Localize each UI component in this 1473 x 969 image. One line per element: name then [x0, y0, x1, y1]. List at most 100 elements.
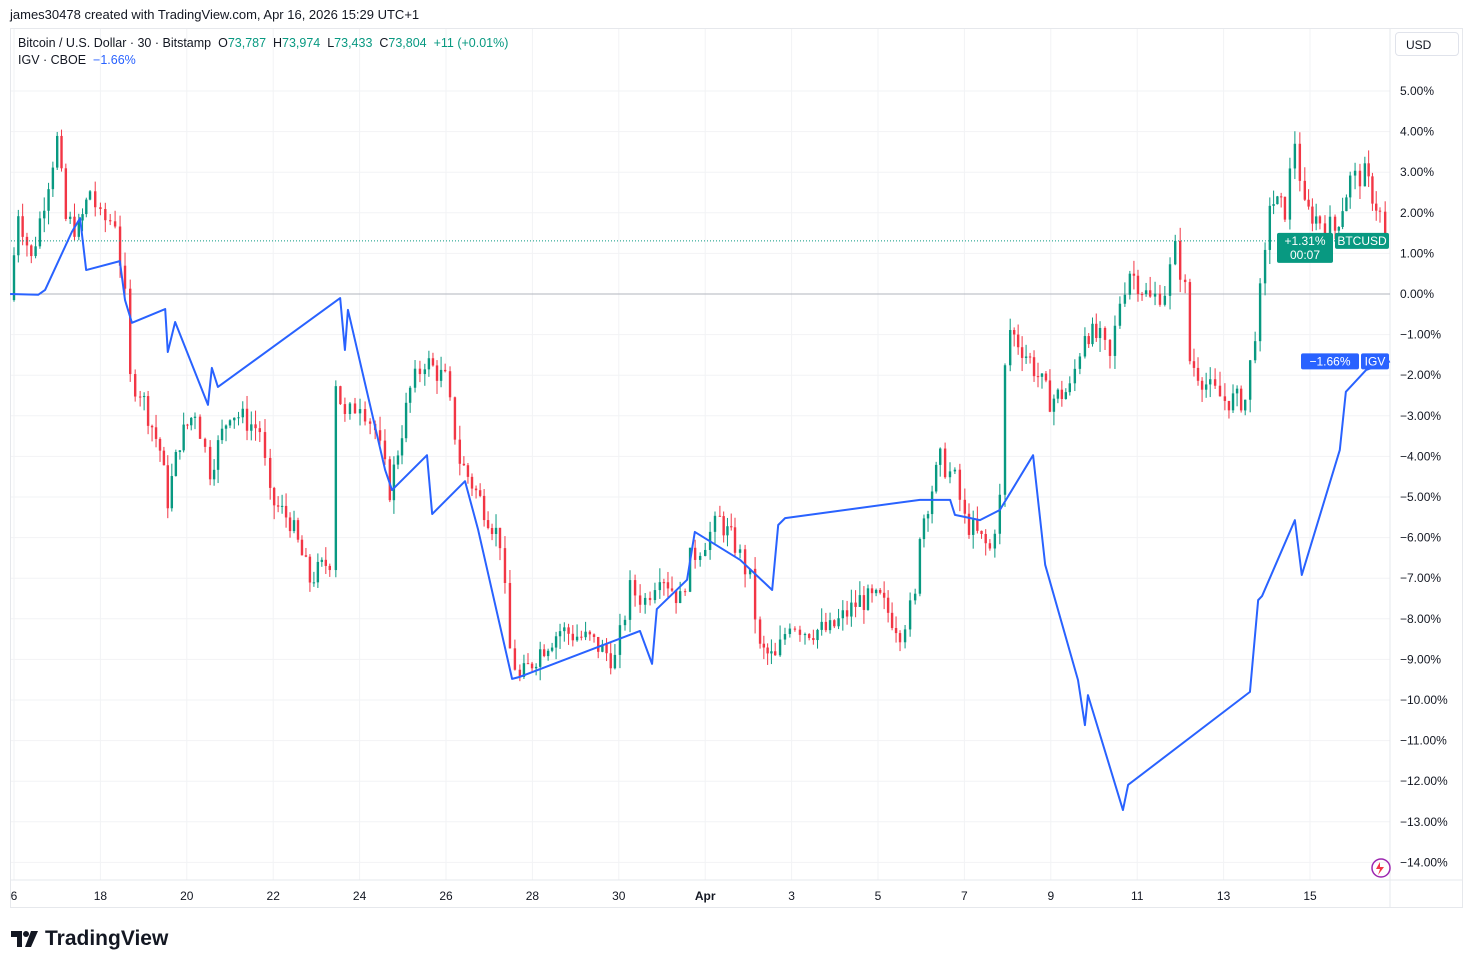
- btc-candle: [186, 424, 189, 426]
- btc-candle: [1132, 273, 1136, 276]
- btc-candle: [522, 663, 526, 677]
- x-tick-label: 15: [1303, 889, 1317, 903]
- btc-candle: [1328, 216, 1332, 236]
- btc-candle: [575, 636, 579, 641]
- btc-candle: [312, 582, 316, 584]
- btc-candle: [773, 651, 777, 656]
- btc-candle: [1307, 199, 1310, 207]
- btc-last-value-tag: 00:07: [1290, 248, 1320, 262]
- btc-candle: [503, 548, 507, 583]
- btc-candle: [1012, 330, 1016, 335]
- btc-candle: [743, 549, 747, 575]
- btc-candle: [939, 448, 942, 465]
- btc-legend-row[interactable]: Bitcoin / U.S. Dollar · 30 · Bitstamp O7…: [18, 35, 508, 52]
- btc-candle: [518, 669, 522, 677]
- btc-candle: [21, 216, 24, 237]
- btc-candle: [220, 428, 224, 441]
- btc-candle: [1140, 294, 1144, 296]
- btc-candle: [56, 135, 59, 168]
- btc-candle: [224, 425, 228, 429]
- btc-candle: [482, 495, 486, 521]
- igv-value: −1.66%: [93, 53, 136, 67]
- btc-candle: [1314, 216, 1318, 224]
- btc-candle: [833, 620, 836, 627]
- low-value: 73,433: [334, 36, 373, 50]
- btc-candle: [558, 631, 562, 637]
- btc-candle: [1235, 388, 1239, 394]
- btc-candle: [722, 516, 725, 536]
- btc-candle: [1083, 336, 1087, 357]
- btc-candle: [254, 424, 257, 429]
- btc-candle: [1200, 380, 1204, 390]
- btc-candle: [1231, 393, 1235, 411]
- btc-candle: [1345, 197, 1348, 212]
- tradingview-logo[interactable]: TradingView: [11, 927, 168, 951]
- btc-candle: [976, 519, 979, 531]
- btc-symbol-tag-bg: [1335, 232, 1389, 249]
- btc-candle: [64, 168, 68, 219]
- btc-candle: [388, 459, 392, 501]
- btc-candle: [1303, 180, 1307, 200]
- igv-legend-row[interactable]: IGV · CBOE −1.66%: [18, 52, 508, 69]
- y-tick-label: −1.00%: [1400, 328, 1441, 342]
- btc-candle: [550, 647, 554, 651]
- tradingview-logo-icon: [11, 931, 38, 947]
- btc-candle: [146, 396, 150, 426]
- btc-candle: [816, 629, 819, 641]
- x-tick-label: 3: [788, 889, 795, 903]
- btc-candle: [1008, 330, 1012, 366]
- btc-candles: [12, 129, 1387, 682]
- btc-candle: [123, 265, 127, 289]
- btc-candle: [588, 631, 592, 635]
- btc-candle: [943, 448, 947, 478]
- btc-candle: [571, 633, 575, 641]
- chart-legend: Bitcoin / U.S. Dollar · 30 · Bitstamp O7…: [18, 35, 508, 69]
- btc-candle: [288, 517, 292, 532]
- btc-candle: [17, 216, 20, 256]
- btc-candle: [908, 600, 912, 630]
- btc-candle: [648, 597, 652, 601]
- btc-candle: [770, 651, 773, 654]
- btc-candle: [1333, 216, 1337, 231]
- btc-candle: [462, 463, 466, 466]
- btc-candle: [435, 365, 439, 381]
- btc-candle: [1227, 400, 1231, 411]
- y-tick-label: −14.00%: [1400, 855, 1448, 869]
- btc-candle: [439, 369, 443, 381]
- chart-credit: james30478 created with TradingView.com,…: [10, 7, 420, 22]
- btc-candle: [1128, 273, 1132, 295]
- btc-candle: [948, 471, 952, 478]
- currency-button[interactable]: USD: [1395, 32, 1459, 56]
- btc-candle: [1371, 176, 1374, 204]
- btc-candle: [698, 555, 702, 560]
- btc-candle: [688, 547, 692, 592]
- btc-candle: [618, 625, 622, 655]
- igv-name: IGV · CBOE: [18, 53, 87, 67]
- btc-candle: [88, 191, 92, 200]
- btc-candle: [396, 455, 400, 465]
- btc-candle: [666, 582, 670, 589]
- btc-candle: [726, 526, 729, 536]
- igv-symbol-tag: IGV: [1365, 354, 1386, 368]
- btc-candle: [778, 639, 782, 656]
- btc-symbol-tag: BTCUSD: [1337, 234, 1387, 248]
- btc-candle: [870, 588, 874, 594]
- btc-candle: [343, 404, 347, 414]
- btc-candle: [1293, 143, 1297, 169]
- btc-candle: [490, 528, 494, 534]
- btc-candle: [118, 226, 122, 266]
- y-tick-label: −10.00%: [1400, 693, 1448, 707]
- btc-candle: [546, 650, 550, 657]
- btc-candle: [926, 514, 930, 519]
- btc-candle: [643, 597, 647, 605]
- y-tick-label: 2.00%: [1400, 206, 1434, 220]
- btc-candle: [99, 207, 102, 210]
- btc-candle: [1158, 293, 1162, 305]
- btc-candle: [601, 644, 604, 652]
- btc-candle: [845, 610, 849, 617]
- symbol-name: Bitcoin / U.S. Dollar · 30 · Bitstamp: [18, 36, 212, 50]
- btc-candle: [613, 654, 617, 669]
- btc-candle: [903, 629, 907, 643]
- btc-candle: [478, 490, 482, 496]
